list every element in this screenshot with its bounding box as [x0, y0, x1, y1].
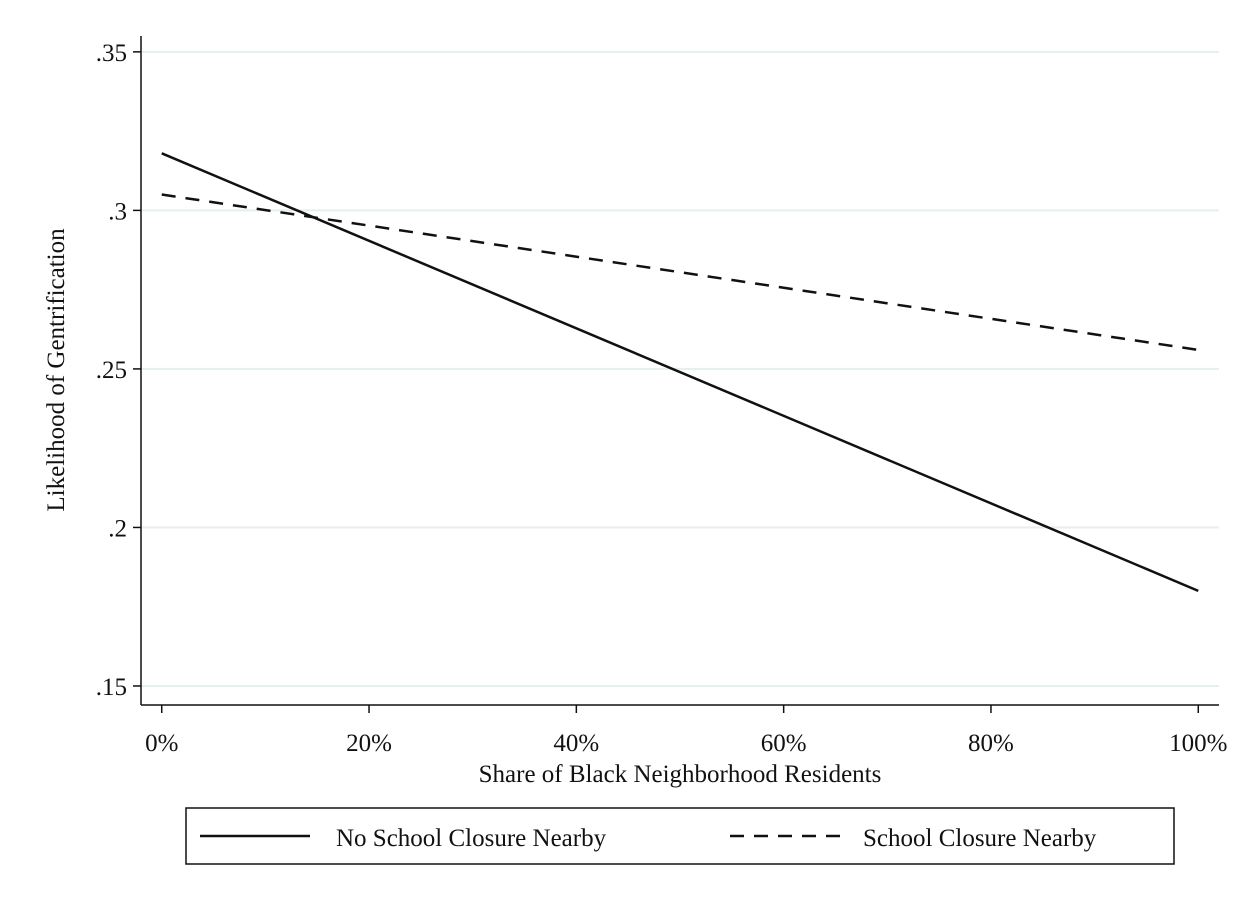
series-line-0 — [161, 152, 1199, 593]
x-tick-label-5: 100% — [1169, 730, 1227, 757]
legend: No School Closure Nearby School Closure … — [185, 807, 1175, 865]
legend-label-no-closure: No School Closure Nearby — [336, 825, 607, 852]
x-tick-label-0: 0% — [145, 730, 178, 757]
x-tick-label-1: 20% — [346, 730, 392, 757]
y-tick-label-1: .2 — [108, 515, 127, 542]
y-tick-label-3: .3 — [108, 198, 127, 225]
x-tick-label-4: 80% — [968, 730, 1014, 757]
x-tick-label-2: 40% — [553, 730, 599, 757]
legend-box — [185, 807, 1175, 865]
y-tick-label-0: .15 — [96, 674, 127, 701]
y-axis-label: Likelihood of Gentrification — [43, 228, 70, 512]
axes: .15 .2 .25 .3 .35 0% 20% 40% 60% 80% 100% — [96, 36, 1227, 757]
grid-lines — [141, 50, 1219, 687]
x-tick-label-3: 60% — [761, 730, 807, 757]
series-lines — [161, 152, 1199, 593]
series-line-1 — [161, 193, 1199, 352]
legend-label-closure: School Closure Nearby — [863, 825, 1097, 852]
x-axis-label: Share of Black Neighborhood Residents — [479, 761, 882, 788]
y-tick-label-2: .25 — [96, 357, 127, 384]
y-tick-label-4: .35 — [96, 40, 127, 67]
